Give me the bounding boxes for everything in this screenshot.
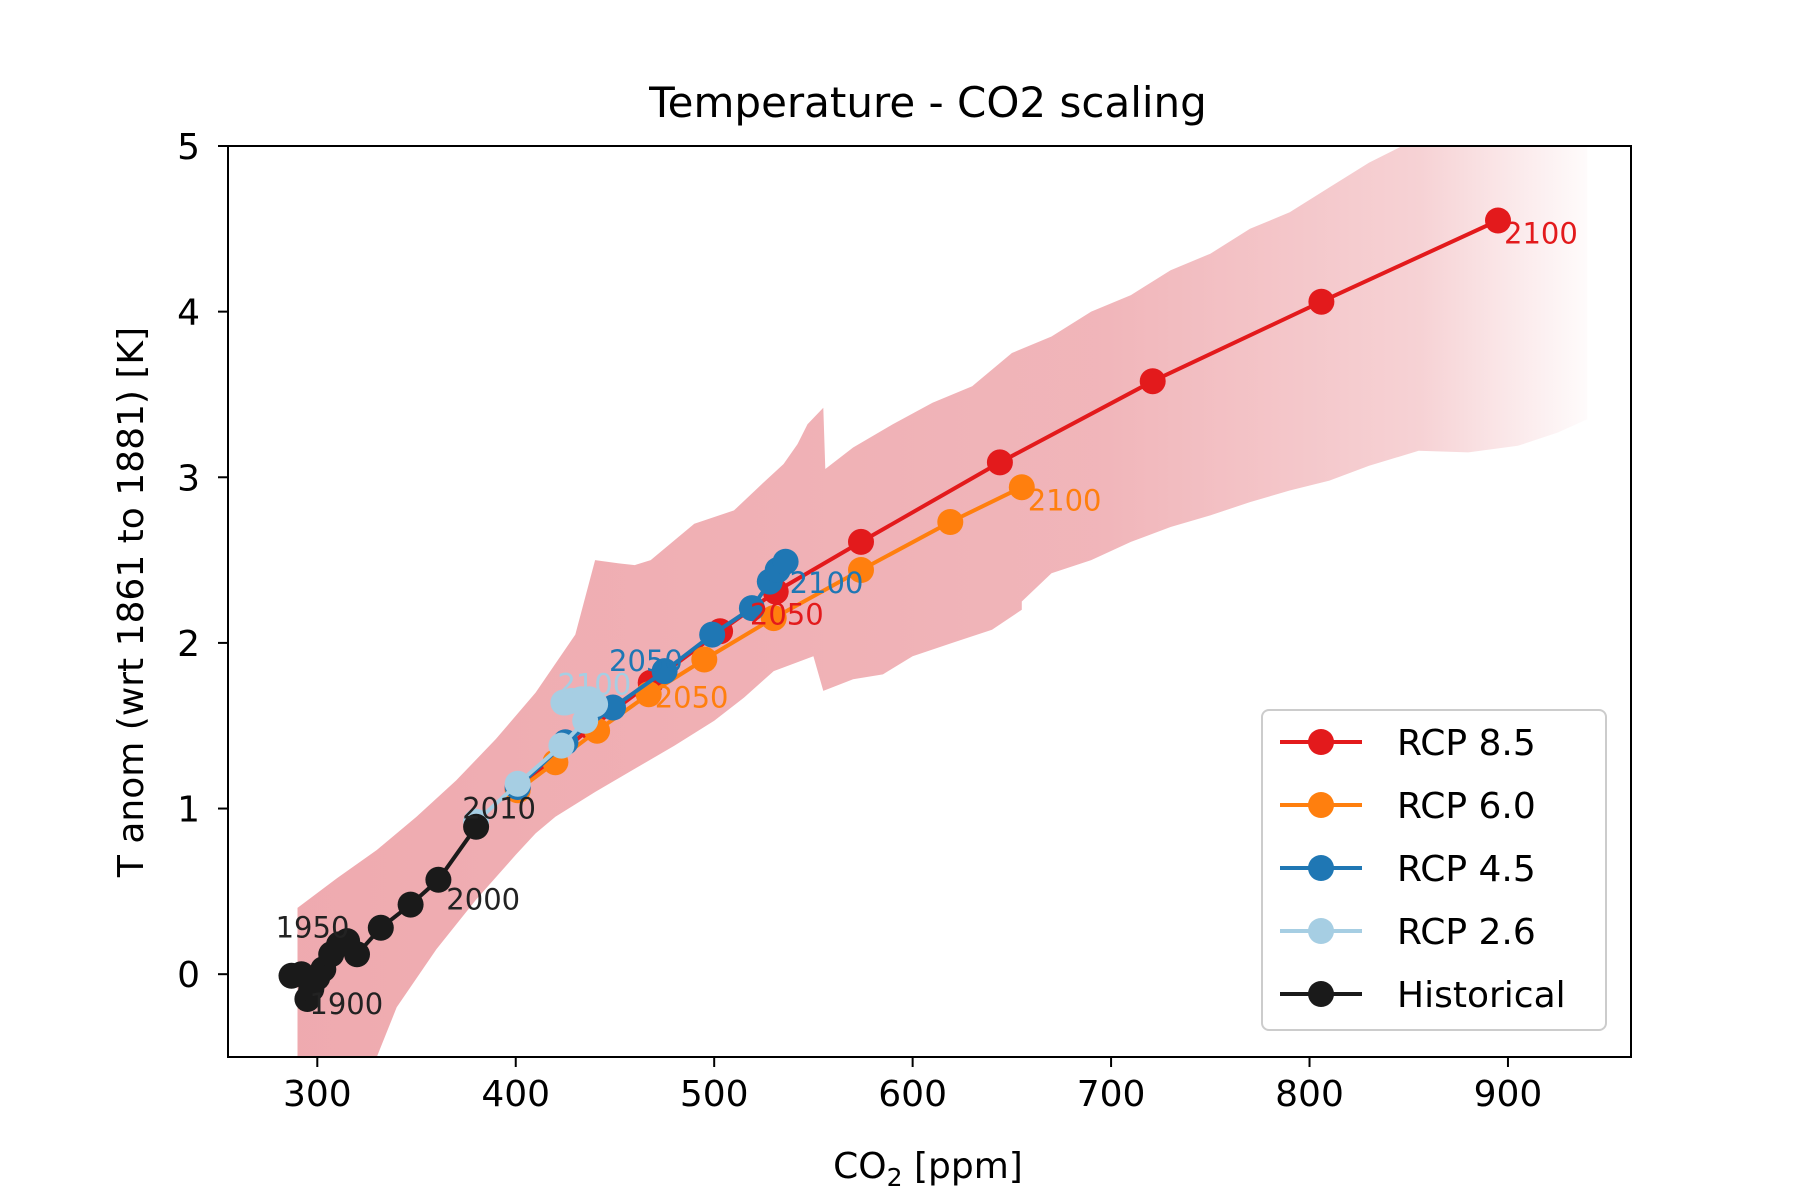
y-tick-label: 5 xyxy=(177,127,200,168)
x-axis-label: CO2 [ppm] xyxy=(833,1146,1023,1192)
data-point-rcp-4-5 xyxy=(699,621,726,648)
legend-label: RCP 4.5 xyxy=(1397,849,1536,890)
legend-marker xyxy=(1308,855,1334,881)
legend-label: RCP 8.5 xyxy=(1397,723,1536,764)
data-point-historical xyxy=(367,914,394,941)
data-point-rcp-6-0 xyxy=(848,557,874,583)
series-historical xyxy=(278,813,490,1012)
annotation-historical-2000: 2000 xyxy=(446,883,520,917)
data-point-rcp-8-5 xyxy=(848,528,874,555)
data-point-rcp-8-5 xyxy=(1485,207,1511,234)
legend-item-rcp-6-0: RCP 6.0 xyxy=(1280,786,1536,827)
legend-marker xyxy=(1308,729,1334,755)
x-tick-label: 300 xyxy=(283,1074,352,1115)
data-point-historical xyxy=(344,941,370,968)
y-tick-label: 1 xyxy=(177,790,200,831)
series-rcp-2-6 xyxy=(463,686,609,835)
annotation-historical-2010: 2010 xyxy=(462,792,536,826)
annotation-rcp-2-6-2100: 2100 xyxy=(557,667,631,701)
plot-frame xyxy=(227,145,1632,1058)
x-tick-label: 900 xyxy=(1474,1074,1543,1115)
data-point-historical xyxy=(425,866,452,893)
annotation-rcp-4-5-2100: 2100 xyxy=(790,566,864,600)
legend-marker xyxy=(1308,918,1334,944)
data-point-rcp-4-5 xyxy=(772,548,799,575)
legend-box xyxy=(1261,709,1607,1031)
data-point-rcp-6-0 xyxy=(937,509,964,535)
y-tick-label: 2 xyxy=(177,624,200,665)
legend-item-historical: Historical xyxy=(1280,975,1566,1016)
x-tick-label: 500 xyxy=(680,1074,749,1115)
legend-label: Historical xyxy=(1397,975,1566,1016)
legend-label: RCP 2.6 xyxy=(1397,912,1536,953)
x-tick-label: 600 xyxy=(878,1074,947,1115)
chart-title: Temperature - CO2 scaling xyxy=(648,78,1207,127)
y-axis-label: T anom (wrt 1861 to 1881) [K] xyxy=(111,327,152,878)
annotation-rcp-8-5-2100: 2100 xyxy=(1504,217,1578,251)
y-tick-label: 0 xyxy=(177,955,200,996)
legend-item-rcp-2-6: RCP 2.6 xyxy=(1280,912,1536,953)
data-point-rcp-4-5 xyxy=(738,595,765,622)
data-point-rcp-2-6 xyxy=(550,689,577,716)
uncertainty-band xyxy=(297,146,1588,1057)
data-point-rcp-6-0 xyxy=(760,605,787,632)
annotation-rcp-6-0-2100: 2100 xyxy=(1028,483,1102,517)
legend-item-rcp-4-5: RCP 4.5 xyxy=(1280,849,1536,890)
annotation-historical-1900: 1900 xyxy=(309,987,383,1021)
x-tick-label: 400 xyxy=(481,1074,550,1115)
annotation-historical-1950: 1950 xyxy=(276,911,350,945)
data-point-rcp-8-5 xyxy=(986,449,1013,476)
legend-marker xyxy=(1308,792,1334,818)
y-tick-label: 4 xyxy=(177,293,200,334)
x-tick-label: 800 xyxy=(1275,1074,1344,1115)
data-point-rcp-2-6 xyxy=(548,732,575,759)
legend-marker xyxy=(1308,981,1334,1007)
legend-label: RCP 6.0 xyxy=(1397,786,1536,827)
data-point-historical xyxy=(397,891,424,918)
annotation-rcp-4-5-2050: 2050 xyxy=(609,644,683,678)
y-tick-label: 3 xyxy=(177,458,200,499)
data-point-historical xyxy=(463,813,490,840)
data-point-rcp-4-5 xyxy=(651,658,678,685)
legend: RCP 8.5 RCP 6.0 RCP 4.5 RCP 2.6 Historical xyxy=(1261,709,1607,1031)
annotation-rcp-8-5-2050: 2050 xyxy=(750,598,824,632)
data-point-rcp-6-0 xyxy=(1008,474,1035,501)
x-tick-label: 700 xyxy=(1077,1074,1146,1115)
annotation-rcp-6-0-2050: 2050 xyxy=(655,681,729,715)
legend-item-rcp-8-5: RCP 8.5 xyxy=(1280,723,1536,764)
data-point-rcp-6-0 xyxy=(691,646,718,673)
data-point-rcp-2-6 xyxy=(504,770,531,797)
data-point-rcp-8-5 xyxy=(1139,368,1166,395)
data-point-rcp-8-5 xyxy=(1308,288,1335,315)
